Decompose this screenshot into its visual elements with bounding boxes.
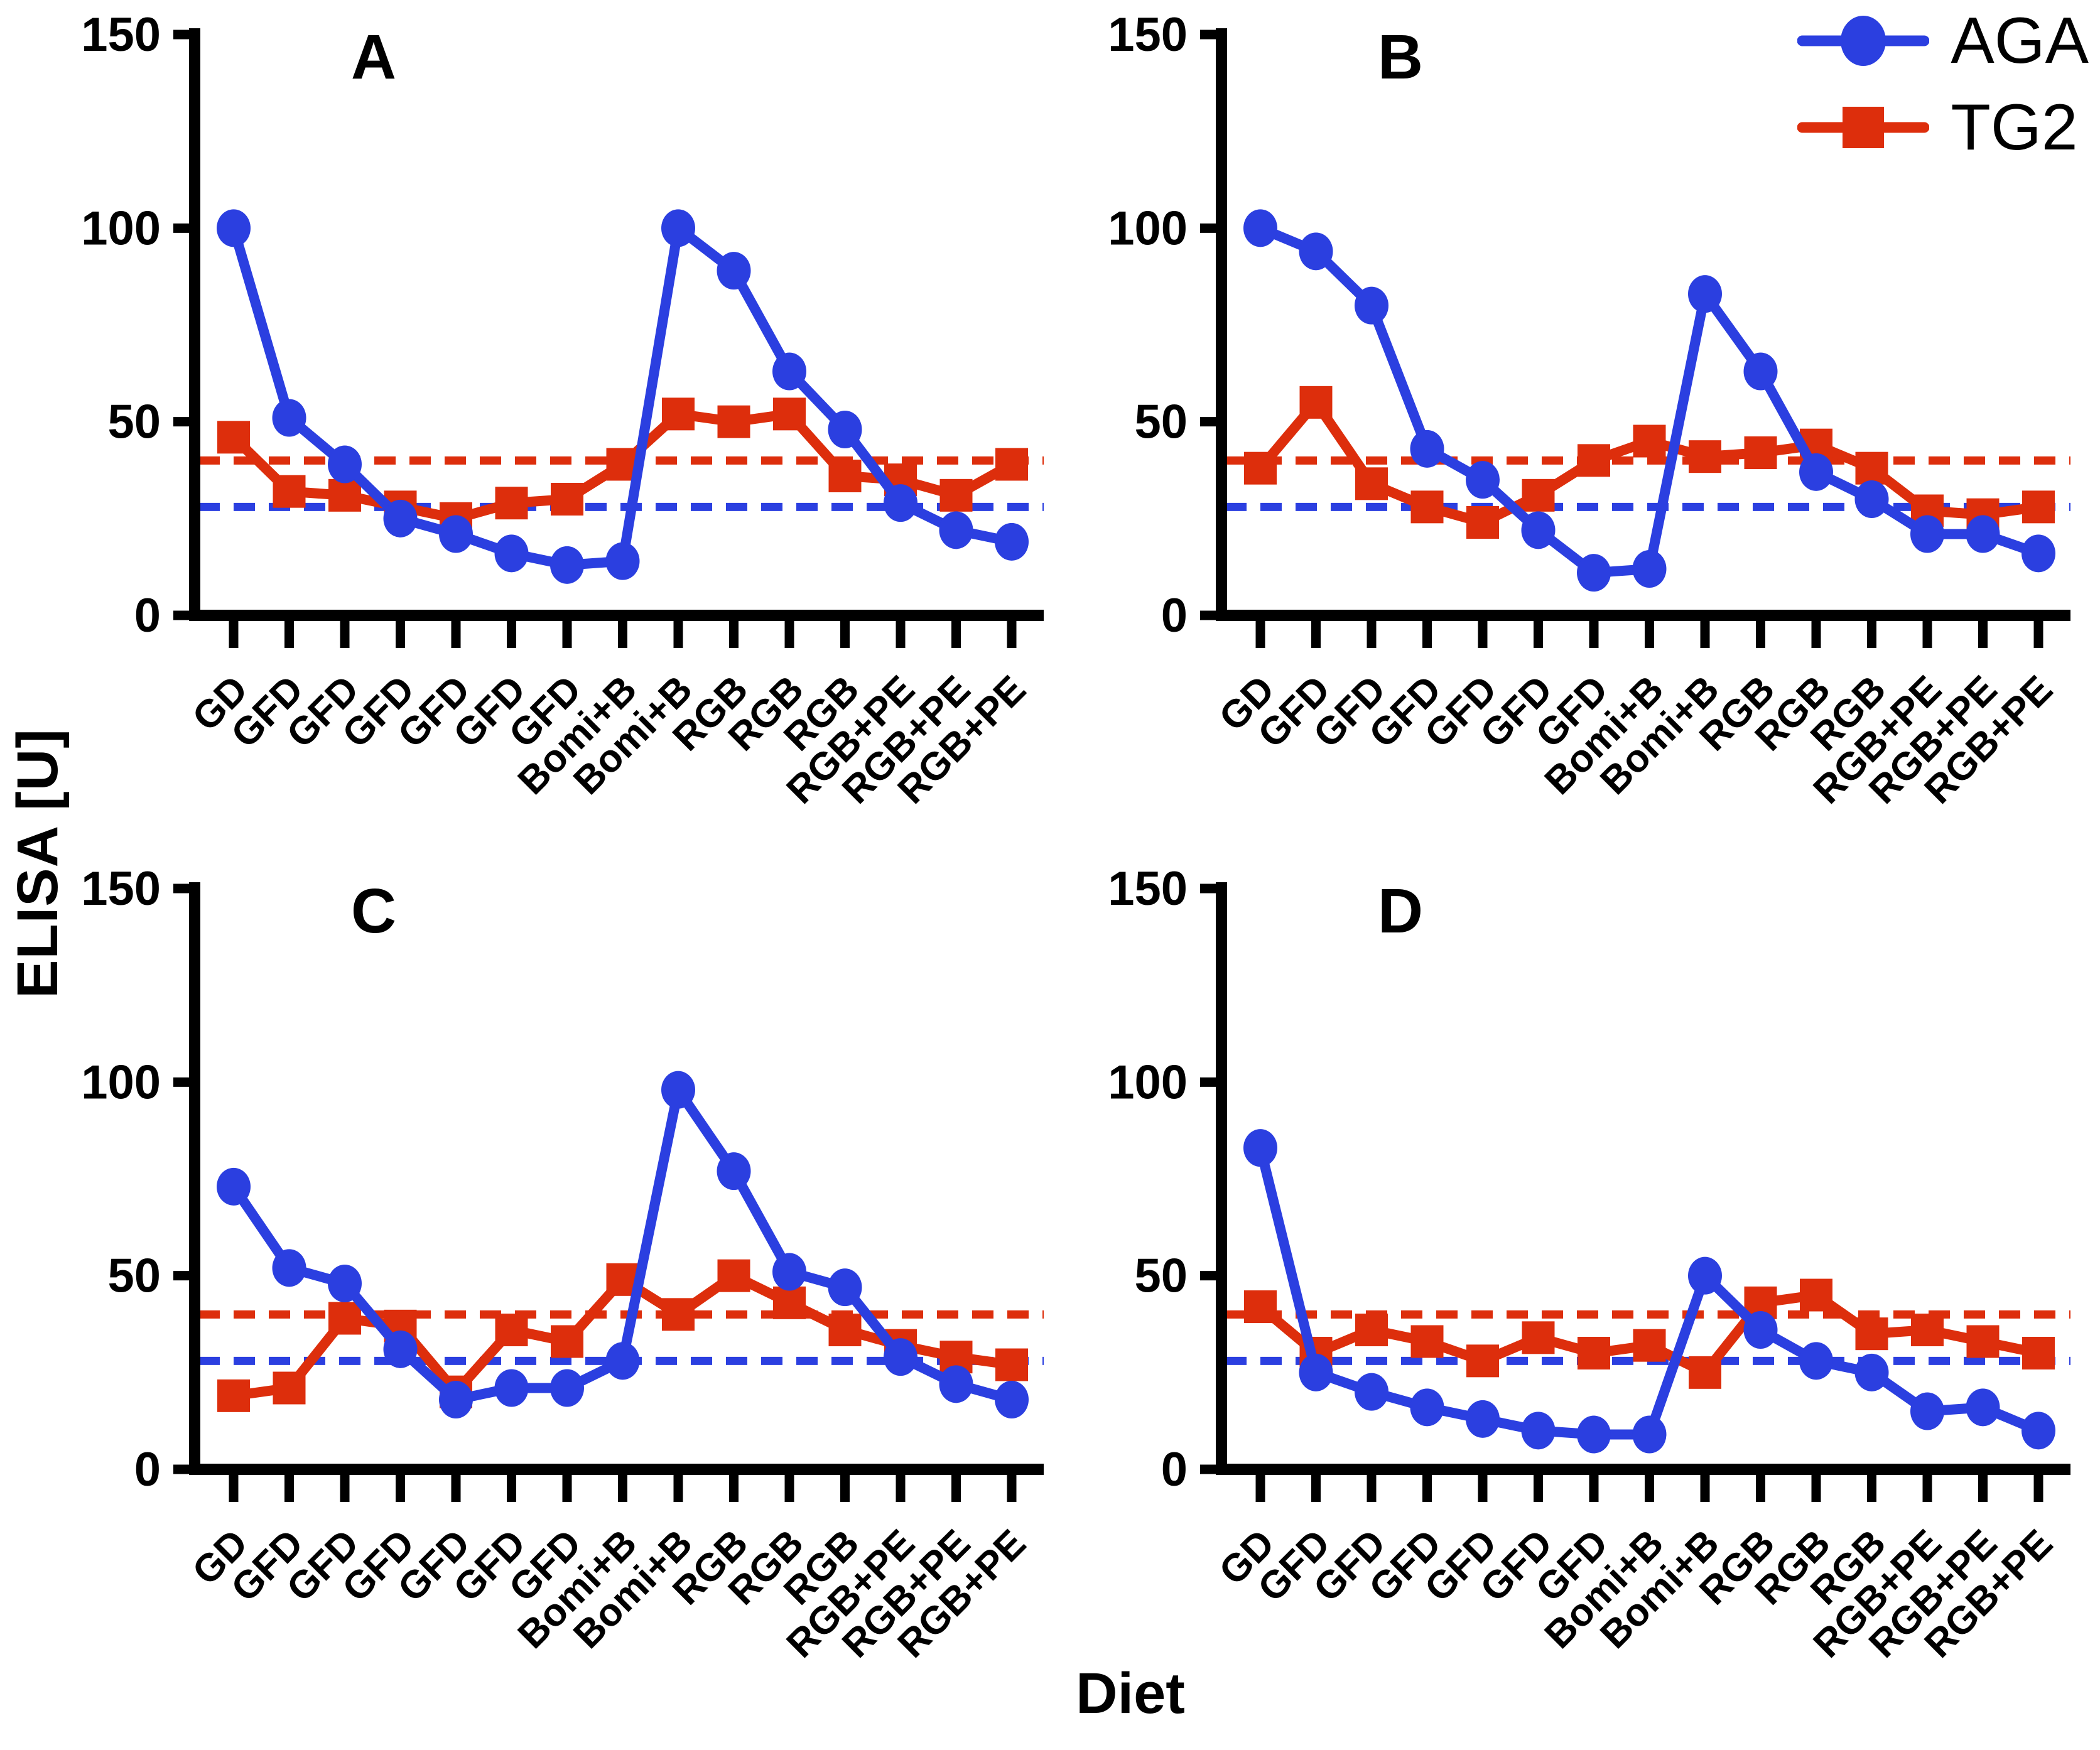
svg-text:50: 50: [107, 1250, 161, 1303]
legend-label-tg2: TG2: [1951, 91, 2078, 164]
svg-text:100: 100: [81, 1056, 161, 1109]
svg-text:150: 150: [81, 9, 161, 62]
chart-panel-c-plot: 050100150GDGFDGFDGFDGFDGFDGFDBomi+BBomi+…: [81, 863, 1044, 1666]
chart-panel-b: 0 50 100 150 GD GFD GFD GFD GFD GFD GFD Bomi+B Bomi+…: [1058, 9, 2076, 854]
chart-panel-c: 0 50 100 150 GD GFD GFD GFD GFD GFD GFD Bomi+B Bomi+…: [31, 863, 1049, 1708]
chart-panel-b-plot: 050100150GDGFDGFDGFDGFDGFDGFDBomi+BBomi+…: [1108, 9, 2070, 812]
svg-text:50: 50: [1134, 1250, 1188, 1303]
legend-label-aga: AGA: [1951, 4, 2089, 77]
svg-text:D: D: [1378, 876, 1423, 946]
svg-text:0: 0: [1161, 1443, 1188, 1496]
chart-legend: AGA TG2: [1797, 6, 2089, 162]
chart-panel-a-plot: 050100150GDGFDGFDGFDGFDGFDGFDBomi+BBomi+…: [81, 9, 1044, 812]
svg-text:150: 150: [1108, 9, 1188, 62]
svg-text:A: A: [351, 22, 396, 92]
svg-text:B: B: [1378, 22, 1423, 92]
svg-text:0: 0: [134, 1443, 161, 1496]
svg-text:0: 0: [1161, 589, 1188, 642]
x-axis-title: Diet: [1076, 1661, 1185, 1726]
svg-text:100: 100: [81, 202, 161, 255]
svg-text:150: 150: [81, 863, 161, 916]
svg-text:150: 150: [1108, 863, 1188, 916]
svg-text:50: 50: [107, 396, 161, 449]
y-axis-title: ELISA [U]: [6, 728, 70, 998]
svg-text:100: 100: [1108, 1056, 1188, 1109]
legend-item-tg2: TG2: [1797, 93, 2089, 162]
chart-panel-a: 0 50 100 150 GD GFD GFD GFD GFD GFD GFD Bomi+B Bomi+…: [31, 9, 1049, 854]
chart-panel-d-plot: 050100150GDGFDGFDGFDGFDGFDGFDBomi+BBomi+…: [1108, 863, 2070, 1666]
chart-panel-d: 0 50 100 150 GD GFD GFD GFD GFD GFD GFD Bomi+B Bomi+…: [1058, 863, 2076, 1708]
svg-text:100: 100: [1108, 202, 1188, 255]
svg-text:0: 0: [134, 589, 161, 642]
svg-text:C: C: [351, 876, 396, 946]
legend-item-aga: AGA: [1797, 6, 2089, 75]
aga-circle-marker-icon: [1797, 16, 1930, 66]
tg2-square-marker-icon: [1797, 107, 1930, 148]
svg-text:50: 50: [1134, 396, 1188, 449]
